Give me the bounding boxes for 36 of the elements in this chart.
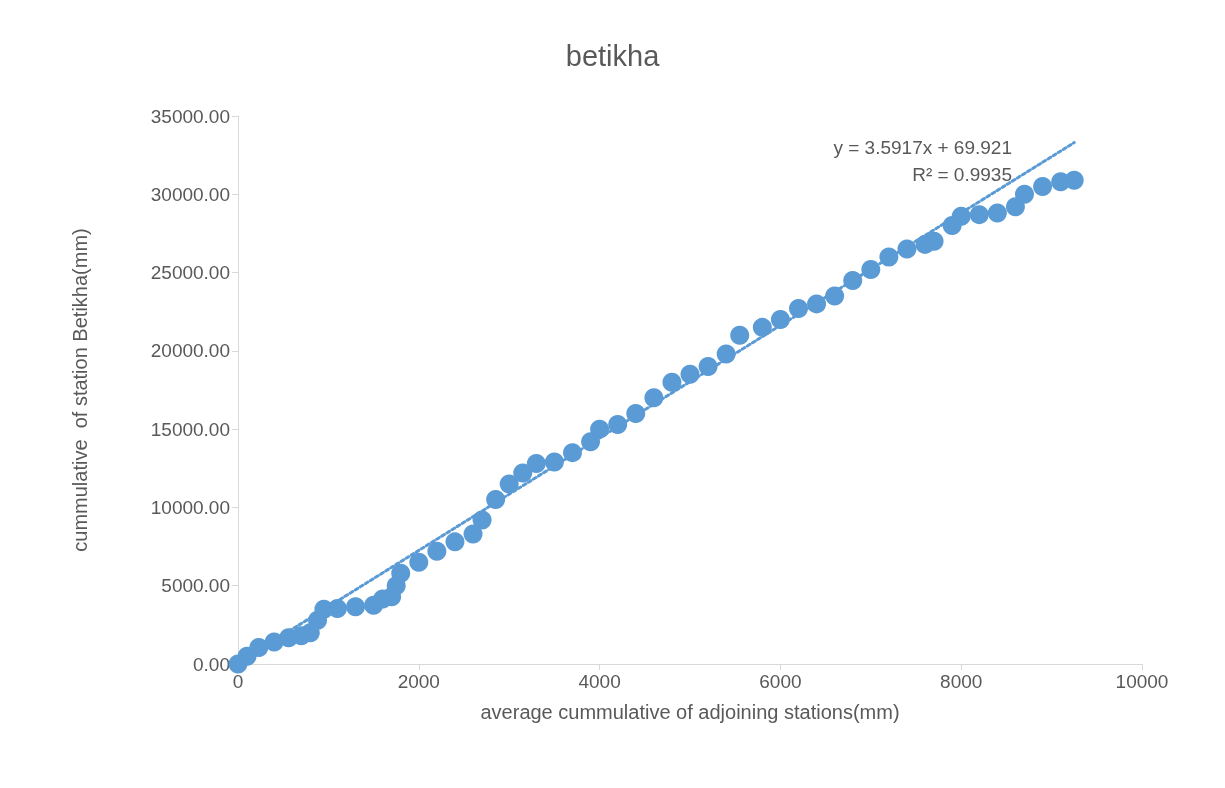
y-tick-label: 10000.00: [150, 496, 230, 518]
x-tick-label: 4000: [578, 671, 621, 692]
point: [969, 205, 989, 225]
x-axis-title: average cummulative of adjoining stations(mm): [480, 701, 900, 723]
point: [987, 203, 1007, 223]
point: [427, 541, 447, 561]
point: [662, 372, 682, 392]
y-axis-title: cummulative of station Betikha(mm): [69, 228, 91, 552]
x-tick-label: 0: [232, 671, 244, 692]
point: [463, 524, 483, 544]
y-tick-label: 20000.00: [150, 340, 230, 362]
y-tick-label: 5000.00: [161, 575, 230, 597]
point: [513, 463, 533, 483]
y-tick-label: 0.00: [193, 653, 230, 675]
annotation: y = 3.5917x + 69.921 R² = 0.9935: [833, 137, 1012, 185]
x-tick-label: 6000: [759, 671, 802, 692]
chart-title: betikha: [565, 39, 661, 72]
point: [1064, 170, 1084, 190]
y-tick-label: 25000.00: [150, 262, 230, 284]
point: [526, 454, 546, 474]
point: [346, 597, 366, 617]
point: [499, 474, 519, 494]
point: [924, 231, 944, 251]
y-tick-label: 15000.00: [150, 418, 230, 440]
point: [391, 563, 411, 583]
point: [1033, 176, 1053, 196]
point: [752, 317, 772, 337]
y-tick-label: 30000.00: [150, 183, 230, 205]
point: [409, 552, 429, 572]
x-tick-label: 10000: [1115, 671, 1169, 692]
point: [730, 325, 750, 345]
y-tick-label: 35000.00: [150, 105, 230, 127]
x-tick-label: 8000: [940, 671, 983, 692]
point: [1015, 184, 1034, 204]
point: [445, 532, 465, 552]
x-tick-label: 2000: [397, 671, 440, 692]
